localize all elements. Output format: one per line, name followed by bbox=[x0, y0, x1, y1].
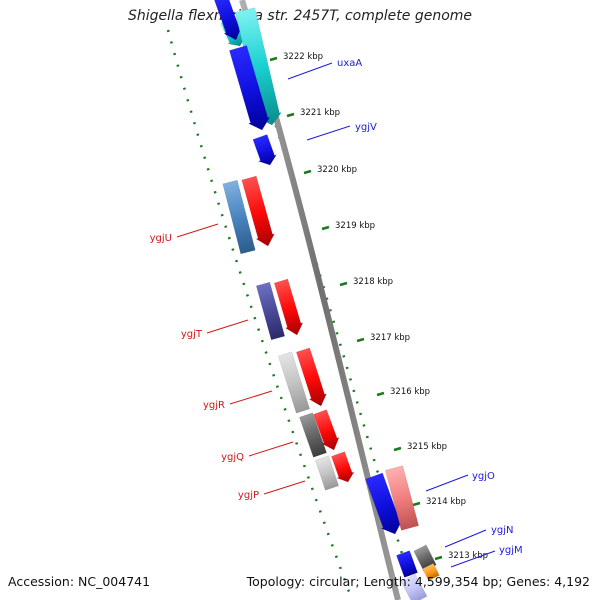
gene-arrow[interactable] bbox=[272, 278, 305, 337]
gene-arrow-body bbox=[299, 412, 327, 458]
gene-arrow-body bbox=[273, 278, 304, 336]
tick-mark bbox=[286, 112, 295, 118]
gene-features bbox=[213, 0, 440, 600]
tick-mark bbox=[321, 225, 330, 231]
tick-mark bbox=[412, 501, 421, 507]
gene-arrow-body bbox=[413, 544, 437, 572]
tick-mark bbox=[339, 281, 348, 287]
tick-mark bbox=[269, 56, 278, 62]
gene-arrow-body bbox=[384, 465, 420, 531]
gene-arrow[interactable] bbox=[312, 409, 343, 453]
gene-arrow[interactable] bbox=[255, 281, 286, 341]
tick-mark bbox=[434, 555, 443, 561]
gene-arrow-body bbox=[222, 179, 256, 255]
tick-label: 3220 kbp bbox=[317, 165, 357, 175]
topology-summary: Topology: circular; Length: 4,599,354 bp… bbox=[246, 574, 590, 589]
label-leader-line bbox=[229, 390, 273, 405]
gene-arrow-body bbox=[255, 281, 286, 341]
tick-label: 3218 kbp bbox=[353, 277, 393, 287]
gene-arrow-body bbox=[278, 351, 310, 414]
gene-label-ygjM[interactable]: ygjM bbox=[499, 545, 523, 556]
gene-arrow-body bbox=[241, 175, 275, 247]
gene-arrow[interactable] bbox=[294, 347, 329, 409]
label-leader-line bbox=[263, 480, 306, 495]
gene-arrow-body bbox=[396, 550, 418, 578]
gene-arrow-body bbox=[296, 347, 327, 407]
gene-arrow-body bbox=[422, 562, 440, 582]
gene-arrow-body bbox=[229, 45, 271, 131]
tick-label: 3219 kbp bbox=[335, 221, 375, 231]
tick-label: 3214 kbp bbox=[426, 497, 466, 507]
gene-arrow[interactable] bbox=[330, 451, 357, 485]
label-leader-line bbox=[306, 125, 351, 141]
gene-arrow-body bbox=[313, 409, 340, 451]
map-title: Shigella flexneri 2a str. 2457T, complet… bbox=[127, 8, 473, 24]
gene-label-ygjT[interactable]: ygjT bbox=[181, 329, 203, 340]
gene-label-ygjQ[interactable]: ygjQ bbox=[221, 452, 244, 463]
tick-label: 3222 kbp bbox=[283, 52, 323, 62]
gene-label-uxaA[interactable]: uxaA bbox=[337, 58, 362, 69]
gene-arrow-body bbox=[331, 451, 355, 483]
tick-mark bbox=[303, 169, 312, 175]
gene-label-ygjV[interactable]: ygjV bbox=[355, 122, 377, 133]
gene-arrow-body bbox=[315, 455, 339, 491]
gene-arrow[interactable] bbox=[400, 573, 428, 600]
gene-label-ygjP[interactable]: ygjP bbox=[238, 490, 259, 501]
gene-arrow[interactable] bbox=[278, 351, 310, 414]
tick-mark bbox=[356, 337, 365, 343]
tick-label: 3215 kbp bbox=[407, 442, 447, 452]
gene-arrow[interactable] bbox=[240, 175, 277, 248]
accession-text: Accession: NC_004741 bbox=[8, 574, 151, 589]
label-leader-line bbox=[248, 441, 294, 457]
label-leader-line bbox=[450, 550, 496, 568]
gene-arrow[interactable] bbox=[384, 465, 420, 531]
gene-arrow[interactable] bbox=[413, 544, 437, 572]
gene-arrow-body bbox=[252, 134, 278, 166]
gene-labels: uxaA ygjV ygjU ygjT ygjR ygjQ ygjP ygjO ygjN ygjM bbox=[150, 58, 523, 568]
scale-ticks: 3222 kbp 3221 kbp 3220 kbp 3219 kbp 3218 kbp… bbox=[269, 52, 488, 561]
label-leader-line bbox=[287, 62, 333, 80]
gene-label-ygjR[interactable]: ygjR bbox=[203, 400, 225, 411]
label-leader-line bbox=[444, 529, 487, 548]
gene-arrow[interactable] bbox=[422, 562, 440, 582]
dotted-ring-inner bbox=[166, 29, 354, 600]
label-leader-line bbox=[176, 223, 219, 238]
gene-arrow[interactable] bbox=[222, 179, 256, 255]
gene-arrow[interactable] bbox=[227, 45, 272, 133]
tick-label: 3213 kbp bbox=[448, 551, 488, 561]
tick-label: 3217 kbp bbox=[370, 333, 410, 343]
gene-label-ygjU[interactable]: ygjU bbox=[150, 233, 172, 244]
gene-label-ygjN[interactable]: ygjN bbox=[491, 525, 514, 536]
tick-label: 3216 kbp bbox=[390, 387, 430, 397]
tick-label: 3221 kbp bbox=[300, 108, 340, 118]
tick-mark bbox=[393, 446, 402, 452]
gene-label-ygjO[interactable]: ygjO bbox=[472, 471, 495, 482]
gene-arrow-body bbox=[400, 573, 428, 600]
label-leader-line bbox=[206, 319, 249, 334]
gene-arrow[interactable] bbox=[251, 134, 279, 168]
gene-arrow[interactable] bbox=[315, 455, 339, 491]
tick-mark bbox=[376, 391, 385, 397]
gene-arrow[interactable] bbox=[396, 550, 418, 578]
label-leader-line bbox=[425, 474, 469, 492]
gene-arrow[interactable] bbox=[299, 412, 327, 458]
